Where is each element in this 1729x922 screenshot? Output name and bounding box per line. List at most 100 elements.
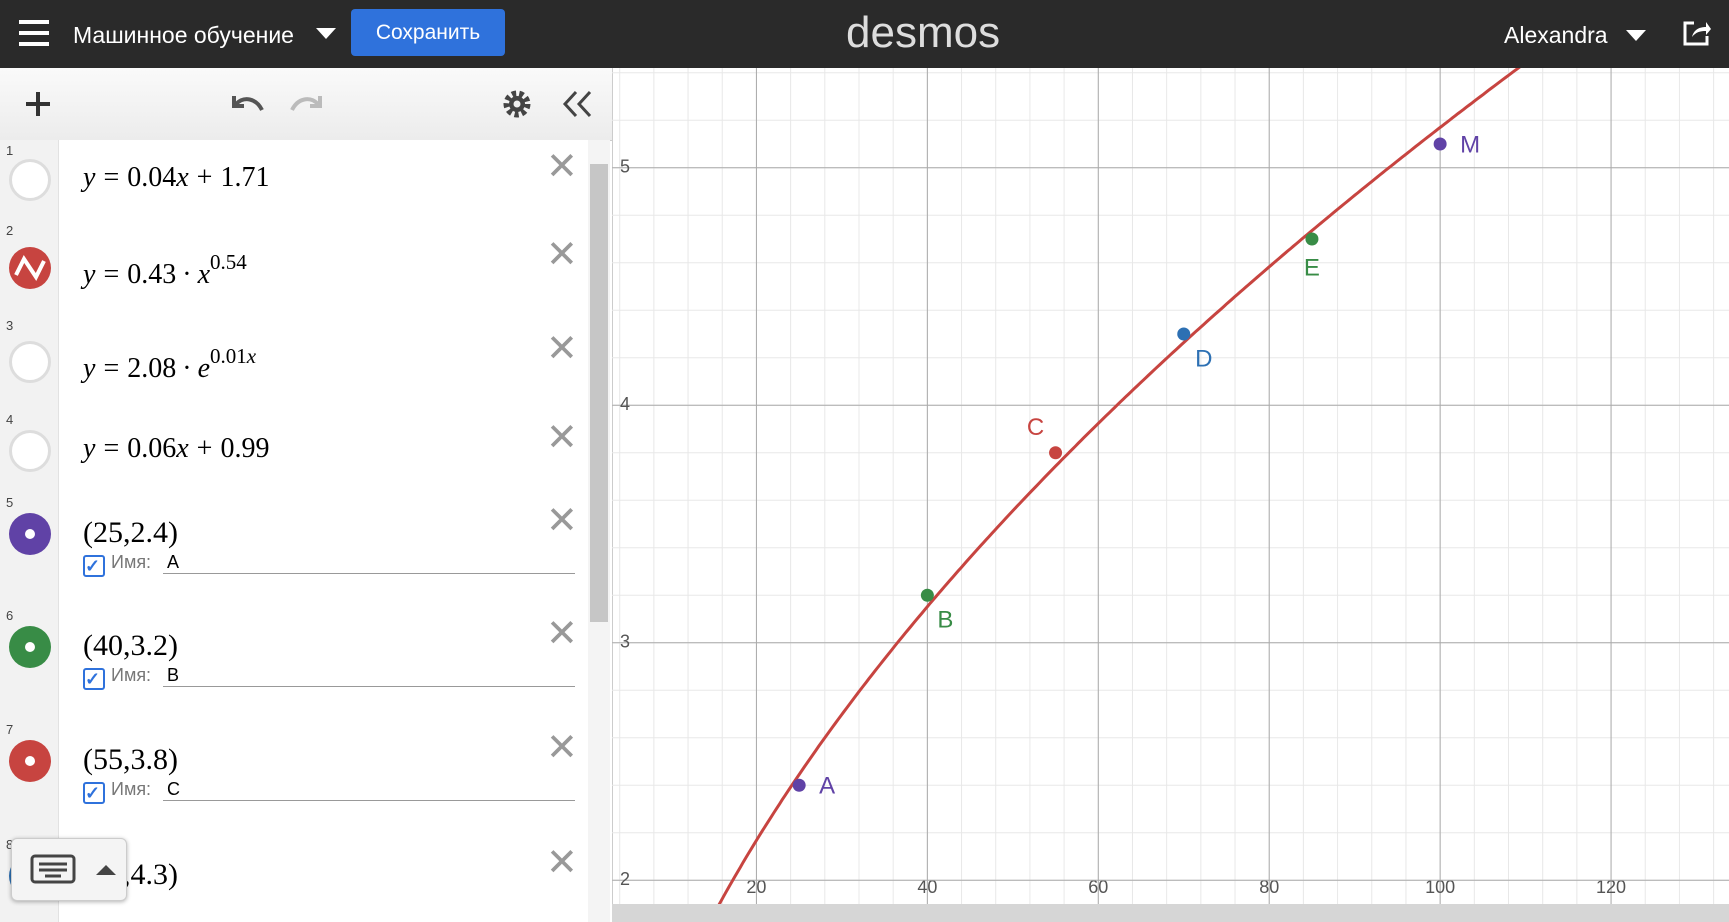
save-button[interactable]: Сохранить [351,9,505,56]
expression-math[interactable]: (40,3.2) [83,629,178,663]
expression-math[interactable]: (25,2.4) [83,516,178,550]
curve [717,68,1521,904]
delete-button[interactable]: ✕ [546,146,578,188]
point[interactable] [792,778,806,792]
redo-button[interactable] [290,96,322,112]
x-tick-label: 60 [1088,877,1108,897]
variable: y [83,258,96,290]
expression-row: 7 ✕ (55,3.8) ✓ Имя: C [0,719,588,835]
label-checkbox[interactable]: ✓ [83,555,105,577]
operator: = [103,162,120,193]
expression-math[interactable]: y = 0.04x +1.71 [83,162,269,194]
label-input[interactable]: B [163,665,575,687]
expression-icon[interactable] [9,429,51,472]
label-row: ✓ Имя: A [83,552,575,577]
label-checkbox[interactable]: ✓ [83,782,105,804]
user-name[interactable]: Alexandra [1504,22,1608,48]
point-coordinates: (40,3.2) [83,629,178,662]
x-tick-label: 20 [746,877,766,897]
taskbar [612,904,1729,922]
exponent: 0.01x [210,344,256,368]
user-dropdown[interactable] [1626,30,1646,42]
point[interactable] [1049,446,1063,460]
menu-icon[interactable] [19,20,53,48]
label-input[interactable]: C [163,779,575,801]
expression-math[interactable]: y = 2.08 · e0.01x [83,344,256,385]
add-button[interactable] [26,92,50,116]
expression-math[interactable]: y = 0.06x +0.99 [83,433,269,465]
point[interactable] [1177,327,1191,341]
variable: x [197,258,210,290]
delete-button[interactable]: ✕ [546,233,578,276]
expression-math[interactable]: y = 0.43 · x0.54 [83,250,247,291]
expression-icon[interactable] [9,513,51,555]
point-label: M [1460,131,1480,158]
icon-dot [25,529,35,539]
logo: desmos [846,8,1001,57]
wave [14,254,46,281]
row-number: 1 [6,143,14,158]
title-dropdown[interactable] [316,28,336,40]
label-row: ✓ Имя: B [83,665,575,690]
delete-button[interactable]: ✕ [546,613,578,655]
expression-row: 1 ✕ y = 0.04x +1.71 [0,140,588,221]
y-tick-label: 3 [620,632,630,652]
variable: y [83,162,96,193]
expression-icon[interactable] [9,740,51,782]
label-checkbox[interactable]: ✓ [83,668,105,690]
number: 0.99 [220,432,270,464]
label-caption: Имя: [111,779,152,799]
delete-button[interactable]: ✕ [546,842,578,884]
operator: + [196,162,213,193]
point-label: D [1195,345,1212,372]
y-tick-label: 2 [620,869,630,889]
expression-icon[interactable] [9,159,51,201]
row-number: 7 [6,722,14,737]
graph[interactable]: 20 40 60 80 100 120 2 3 4 5 A B C D E M [612,68,1729,922]
number: 1.71 [220,162,270,193]
share-icon[interactable] [1682,19,1712,47]
point-coordinates: (25,2.4) [83,516,178,549]
row-number: 3 [6,318,14,333]
icon-dot [25,642,35,652]
expression-math[interactable]: (55,3.8) [83,743,178,777]
settings-hole [513,100,521,108]
graph-title[interactable]: Машинное обучение [73,22,294,48]
label-caption: Имя: [111,552,152,572]
row-number-column: 6 [0,605,59,719]
expression-icon[interactable] [9,246,51,289]
delete-button[interactable]: ✕ [546,727,578,769]
x-tick-label: 120 [1596,877,1626,897]
expression-icon[interactable] [9,626,51,668]
label-input[interactable]: A [163,552,575,574]
point[interactable] [920,588,934,602]
settings-button[interactable] [503,90,531,118]
undo-button[interactable] [232,96,264,112]
point-label: E [1304,254,1320,281]
number: 2.08 [127,353,177,384]
y-tick-label: 4 [620,394,630,414]
operator: = [103,353,120,384]
keyboard-button[interactable] [11,838,127,901]
expression-row: 3 ✕ y = 2.08 · e0.01x [0,315,588,410]
expression-icon[interactable] [9,341,51,383]
x-tick-label: 100 [1425,877,1455,897]
collapse-button[interactable] [562,90,592,118]
x-tick-label: 80 [1259,877,1279,897]
toolbar-icons [26,90,592,118]
y-tick-label: 5 [620,157,630,177]
x-tick-label: 40 [917,877,937,897]
number: 0.43 [127,258,177,290]
delete-button[interactable]: ✕ [546,416,578,459]
delete-button[interactable]: ✕ [546,500,578,542]
point[interactable] [1433,137,1447,151]
operator: + [196,432,213,464]
scrollbar-thumb[interactable] [590,164,608,622]
expression-row: 2 ✕ y = 0.43 · x0.54 [0,220,588,316]
point[interactable] [1305,232,1319,246]
point-label: B [937,607,953,634]
variable: e [197,353,210,384]
operator: = [103,258,120,290]
point-label: C [1027,414,1044,441]
delete-button[interactable]: ✕ [546,328,578,370]
